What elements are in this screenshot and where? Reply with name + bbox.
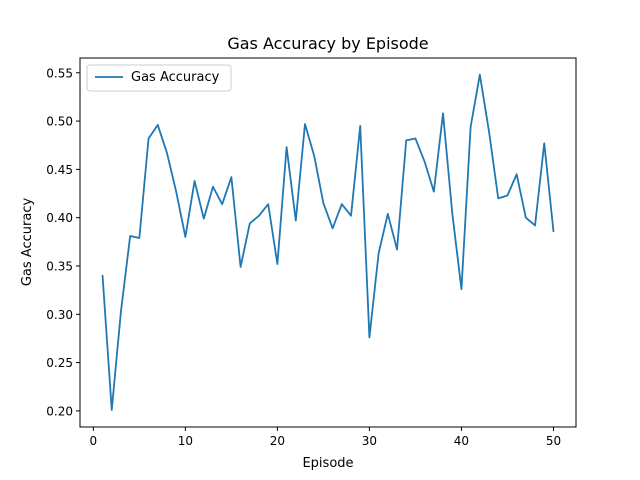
y-tick-label: 0.40 (46, 211, 73, 225)
x-tick-label: 30 (362, 434, 377, 448)
y-tick-label: 0.55 (46, 66, 73, 80)
y-tick-label: 0.25 (46, 356, 73, 370)
y-tick-label: 0.35 (46, 259, 73, 273)
x-axis: 0 10 20 30 40 50 (90, 427, 561, 448)
x-tick-label: 10 (178, 434, 193, 448)
legend-label: Gas Accuracy (131, 70, 220, 85)
x-tick-label: 50 (546, 434, 561, 448)
legend-box (86, 64, 232, 92)
plot-frame (79, 57, 577, 428)
legend: Gas Accuracy (86, 64, 232, 92)
y-tick-label: 0.30 (46, 308, 73, 322)
x-tick-label: 20 (270, 434, 285, 448)
plot-area (101, 73, 555, 411)
x-tick-label: 40 (454, 434, 469, 448)
chart-title: Gas Accuracy by Episode (227, 34, 428, 53)
x-axis-label: Episode (302, 456, 353, 471)
x-tick-label: 0 (90, 434, 98, 448)
y-axis-label: Gas Accuracy (20, 198, 35, 287)
series-line-gas-accuracy (101, 73, 555, 411)
y-tick-label: 0.50 (46, 115, 73, 129)
y-tick-label: 0.45 (46, 163, 73, 177)
y-axis: 0.20 0.25 0.30 0.35 0.40 0.45 0.50 0.55 (46, 66, 80, 418)
y-tick-label: 0.20 (46, 404, 73, 418)
